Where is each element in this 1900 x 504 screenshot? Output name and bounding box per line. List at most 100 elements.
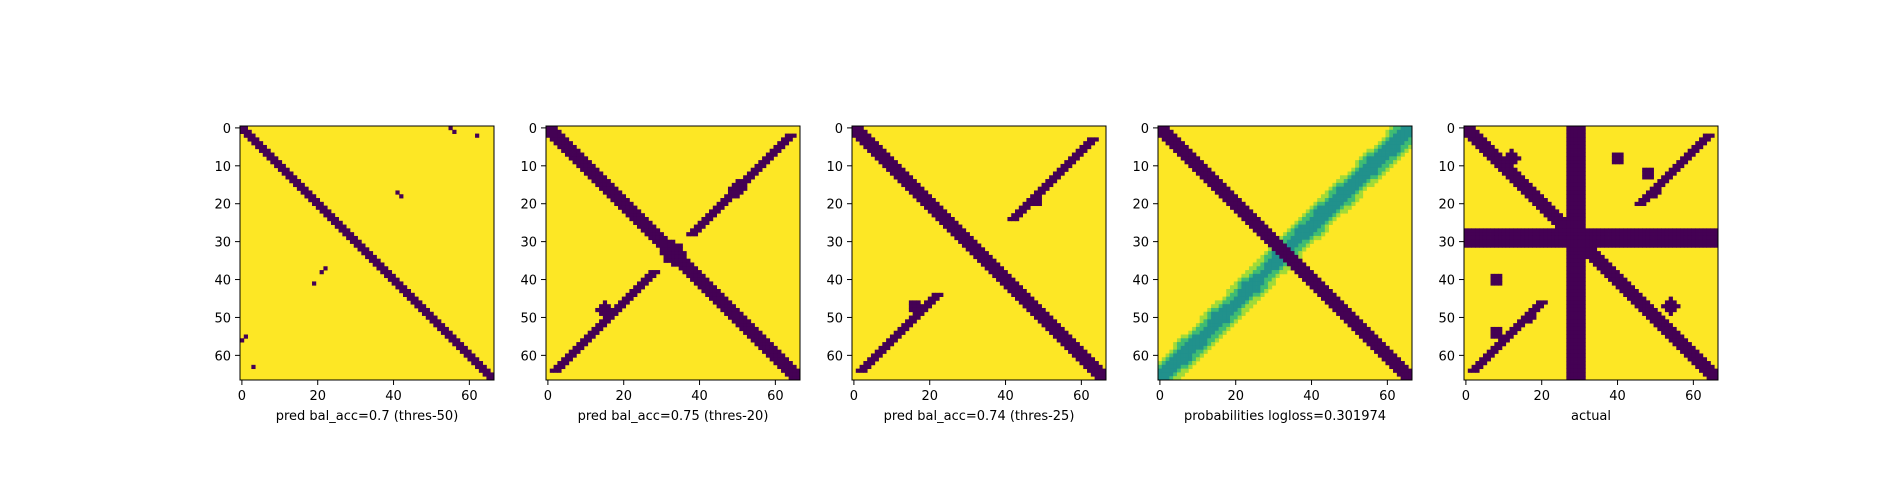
heatmap-cell [1490, 273, 1495, 279]
heatmap-cell [739, 315, 744, 320]
heatmap-cell [1309, 239, 1314, 244]
heatmap-cell [1317, 198, 1322, 203]
heatmap-cell [690, 273, 695, 279]
heatmap-cell [1577, 319, 1582, 324]
heatmap-cell [1592, 239, 1598, 244]
heatmap-cell [1385, 129, 1390, 134]
heatmap-cell [1653, 228, 1658, 233]
heatmap-cell [1283, 243, 1288, 248]
heatmap-cell [1714, 376, 1719, 381]
heatmap-cell [1214, 326, 1220, 332]
heatmap-cell [1252, 277, 1257, 282]
heatmap-cell [1539, 239, 1545, 244]
heatmap-cell [1539, 194, 1545, 199]
heatmap-cell [1169, 364, 1174, 370]
heatmap-cell [765, 342, 771, 347]
x-tick-label: 40 [1303, 389, 1320, 404]
heatmap-cell [1094, 372, 1099, 377]
heatmap-cell [912, 186, 917, 191]
heatmap-cell [1264, 251, 1269, 256]
heatmap-cell [1577, 205, 1582, 210]
heatmap-cell [602, 179, 608, 184]
heatmap-cell [1049, 323, 1054, 328]
heatmap-cell [1237, 209, 1242, 214]
heatmap-cell [1161, 372, 1166, 377]
heatmap-cell [927, 198, 933, 203]
heatmap-cell [1283, 235, 1288, 241]
heatmap-cell [1195, 345, 1201, 351]
heatmap-cell [1275, 235, 1280, 241]
heatmap-cell [697, 224, 702, 229]
heatmap-cell [1336, 205, 1341, 210]
heatmap-cell [720, 201, 725, 207]
heatmap-cell [697, 277, 702, 282]
heatmap-cell [1267, 251, 1273, 256]
heatmap-cell [243, 133, 248, 138]
heatmap-cell [1302, 243, 1307, 248]
heatmap-cell [599, 179, 604, 184]
heatmap-cell [1536, 205, 1541, 210]
x-axis-label: pred bal_acc=0.74 (thres-25) [884, 409, 1075, 424]
heatmap-cell [1664, 175, 1670, 180]
y-tick-label: 20 [214, 198, 231, 213]
heatmap-cell [1471, 368, 1476, 373]
heatmap-cell [1192, 156, 1197, 161]
heatmap-cell [889, 171, 895, 176]
heatmap-cell [1098, 364, 1103, 370]
heatmap-cell [1524, 315, 1529, 320]
heatmap-cell [568, 353, 573, 358]
heatmap-cell [1570, 266, 1575, 271]
heatmap-cell [1102, 376, 1107, 381]
heatmap-cell [304, 186, 309, 191]
heatmap-cell [1328, 194, 1333, 199]
heatmap-cell [1294, 262, 1299, 267]
heatmap-cell [788, 376, 793, 381]
heatmap-cell [1615, 235, 1620, 241]
heatmap-cell [1203, 349, 1208, 354]
heatmap-cell [1498, 330, 1503, 335]
heatmap-cell [1068, 156, 1073, 161]
heatmap-cell [1385, 357, 1390, 362]
heatmap-cell [1517, 232, 1522, 237]
heatmap-cell [621, 209, 627, 214]
heatmap-cell [652, 232, 657, 237]
heatmap-cell [1630, 289, 1635, 294]
heatmap-cell [727, 307, 733, 313]
heatmap-cell [988, 266, 993, 271]
heatmap-cell [1230, 205, 1235, 210]
heatmap-cell [1060, 338, 1065, 343]
heatmap-cell [1702, 235, 1708, 241]
heatmap-cell [1573, 129, 1579, 134]
heatmap-cell [1566, 289, 1571, 294]
heatmap-cell [1102, 368, 1107, 373]
heatmap-cell [1260, 258, 1265, 263]
heatmap-cell [1532, 235, 1537, 241]
heatmap-cell [1068, 160, 1073, 165]
heatmap-cell [561, 144, 566, 150]
heatmap-cell [334, 216, 339, 222]
heatmap-cell [1389, 353, 1394, 358]
heatmap-cell [1577, 179, 1582, 184]
heatmap-cell [886, 342, 891, 347]
heatmap-cell [1691, 239, 1696, 244]
heatmap-cell [1018, 300, 1023, 305]
heatmap-cell [323, 209, 328, 214]
heatmap-cell [1528, 182, 1533, 188]
heatmap-cell [1083, 361, 1088, 366]
heatmap-cell [1317, 281, 1322, 286]
heatmap-cell [1467, 137, 1472, 142]
heatmap-cell [882, 148, 887, 153]
heatmap-cell [1011, 289, 1016, 294]
heatmap-cell [1706, 235, 1711, 241]
heatmap-cell [1494, 148, 1499, 153]
heatmap-cell [674, 262, 680, 267]
heatmap-cell [769, 152, 774, 157]
heatmap-cell [905, 179, 910, 184]
heatmap-cell [1471, 133, 1476, 138]
heatmap-cell [1090, 361, 1096, 366]
heatmap-cell [1570, 262, 1575, 267]
heatmap-cell [1195, 353, 1201, 358]
heatmap-cell [572, 152, 577, 157]
heatmap-cell [561, 141, 566, 146]
heatmap-cell [686, 262, 691, 267]
